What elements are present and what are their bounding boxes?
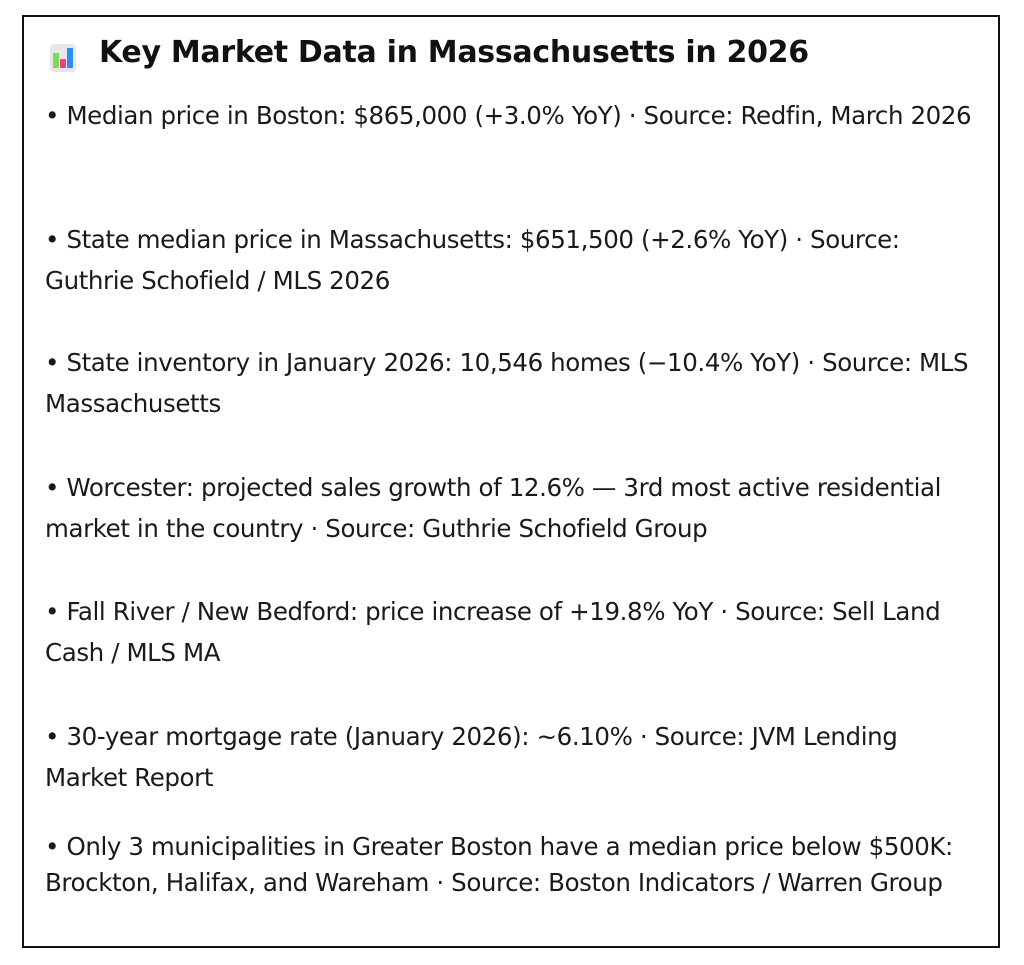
- list-item: • Fall River / New Bedford: price increa…: [45, 597, 941, 667]
- list-item: • Only 3 municipalities in Greater Bosto…: [45, 832, 953, 897]
- list-item: • Worcester: projected sales growth of 1…: [45, 473, 942, 543]
- list-item: • 30-year mortgage rate (January 2026): …: [45, 722, 898, 792]
- page-title: Key Market Data in Massachusetts in 2026: [99, 35, 809, 70]
- list-item: • State inventory in January 2026: 10,54…: [45, 348, 969, 418]
- list-item: • State median price in Massachusetts: $…: [45, 225, 900, 295]
- bar-chart-icon: [50, 44, 76, 72]
- market-data-card: Key Market Data in Massachusetts in 2026…: [22, 15, 1000, 948]
- list-item: • Median price in Boston: $865,000 (+3.0…: [45, 101, 972, 130]
